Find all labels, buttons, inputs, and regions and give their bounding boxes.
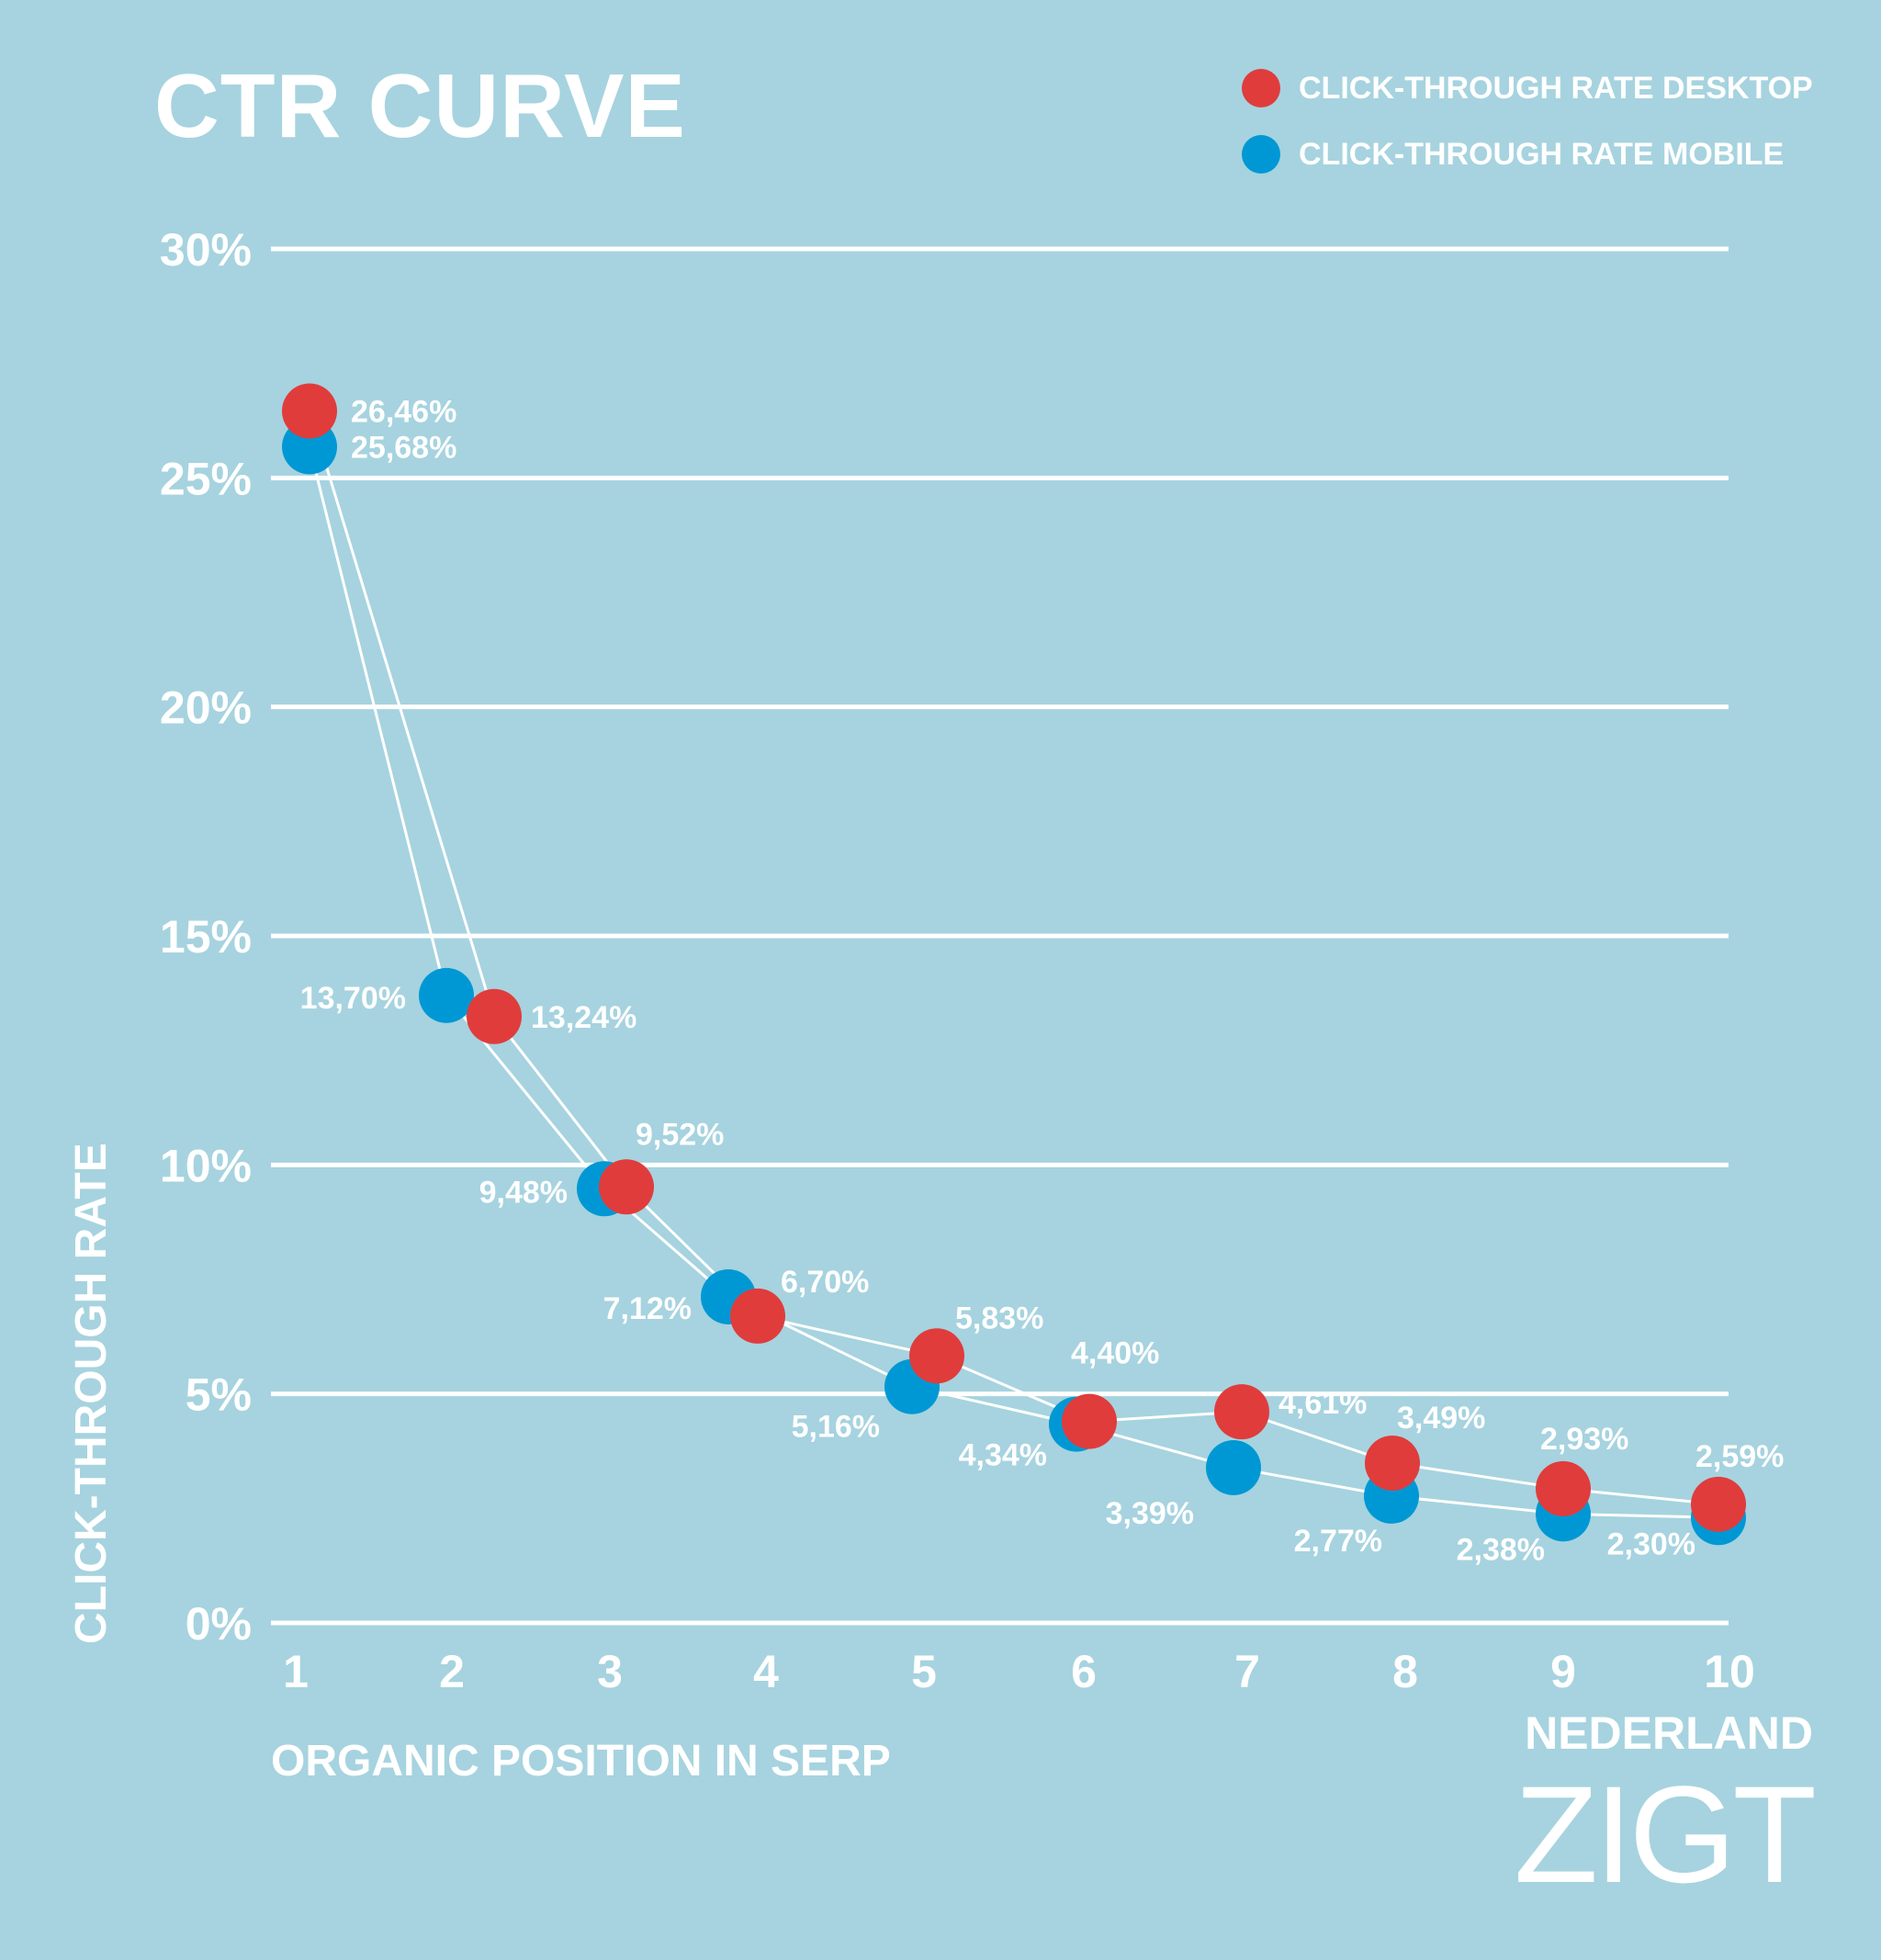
desktop-data-label-4: 6,70% (781, 1265, 869, 1300)
y-tick-label: 5% (186, 1369, 252, 1421)
gridlines (271, 246, 1729, 1626)
desktop-point-4 (730, 1288, 785, 1344)
x-axis-ticks: 1 2 3 4 5 6 7 8 9 10 (283, 1646, 1755, 1697)
x-tick-label: 9 (1550, 1646, 1576, 1697)
series-lines (308, 411, 1719, 1519)
mobile-data-label-6: 4,34% (959, 1438, 1047, 1473)
mobile-data-label-1: 25,68% (351, 430, 456, 465)
x-tick-label: 2 (439, 1646, 465, 1697)
desktop-series-line (308, 411, 1719, 1506)
mobile-point-7 (1206, 1439, 1261, 1495)
desktop-point-1 (282, 383, 337, 439)
legend-mobile-label: CLICK-THROUGH RATE MOBILE (1299, 136, 1785, 172)
desktop-point-6 (1062, 1393, 1117, 1449)
y-tick-label: 0% (186, 1598, 252, 1650)
desktop-data-label-7: 4,61% (1278, 1386, 1367, 1421)
mobile-data-label-7: 3,39% (1106, 1496, 1194, 1531)
desktop-data-label-6: 4,40% (1071, 1336, 1159, 1371)
mobile-data-label-8: 2,77% (1294, 1524, 1382, 1559)
legend-mobile-dot (1242, 135, 1280, 174)
desktop-point-2 (467, 988, 522, 1044)
chart-title: CTR CURVE (154, 55, 686, 156)
mobile-data-label-3: 9,48% (479, 1175, 568, 1210)
desktop-data-label-9: 2,93% (1540, 1422, 1628, 1457)
legend-desktop-dot (1242, 69, 1280, 107)
legend-desktop-label: CLICK-THROUGH RATE DESKTOP (1299, 70, 1813, 106)
x-tick-label: 6 (1071, 1646, 1097, 1697)
desktop-point-8 (1365, 1435, 1420, 1491)
brand-line-1: NEDERLAND (1525, 1707, 1813, 1759)
desktop-data-label-10: 2,59% (1695, 1439, 1784, 1474)
series-points (282, 383, 1746, 1546)
y-axis-label: CLICK-THROUGH RATE (67, 1143, 116, 1644)
x-tick-label: 1 (283, 1646, 309, 1697)
x-tick-label: 3 (597, 1646, 623, 1697)
mobile-point-2 (419, 967, 474, 1023)
desktop-point-7 (1214, 1384, 1269, 1440)
mobile-data-label-5: 5,16% (792, 1410, 880, 1445)
x-tick-label: 5 (911, 1646, 937, 1697)
mobile-data-label-9: 2,38% (1457, 1532, 1545, 1567)
desktop-data-label-2: 13,24% (531, 1000, 636, 1035)
desktop-data-label-1: 26,46% (351, 395, 456, 430)
mobile-data-label-4: 7,12% (603, 1291, 692, 1326)
brand-logo: ZIGT (1514, 1757, 1817, 1911)
desktop-point-10 (1691, 1476, 1746, 1532)
y-tick-label: 30% (160, 224, 252, 276)
x-tick-label: 8 (1392, 1646, 1418, 1697)
legend-item-mobile: CLICK-THROUGH RATE MOBILE (1242, 121, 1813, 187)
desktop-data-label-3: 9,52% (636, 1117, 724, 1152)
legend-item-desktop: CLICK-THROUGH RATE DESKTOP (1242, 55, 1813, 121)
x-tick-label: 7 (1234, 1646, 1260, 1697)
desktop-point-3 (599, 1159, 654, 1215)
x-tick-label: 4 (753, 1646, 779, 1697)
y-tick-label: 25% (160, 453, 252, 504)
y-tick-label: 20% (160, 682, 252, 734)
desktop-point-9 (1536, 1460, 1591, 1516)
mobile-data-label-2: 13,70% (300, 981, 406, 1016)
legend: CLICK-THROUGH RATE DESKTOP CLICK-THROUGH… (1242, 55, 1813, 187)
x-tick-label: 10 (1704, 1646, 1755, 1697)
desktop-data-label-5: 5,83% (955, 1301, 1043, 1335)
data-labels: 26,46% 13,24% 9,52% 6,70% 5,83% 4,40% 4,61% 3,4… (300, 395, 1785, 1568)
y-tick-label: 10% (160, 1140, 252, 1191)
y-axis-ticks: 0% 5% 10% 15% 20% 25% 30% (160, 224, 252, 1650)
mobile-data-label-10: 2,30% (1607, 1526, 1695, 1561)
y-tick-label: 15% (160, 911, 252, 963)
desktop-data-label-8: 3,49% (1397, 1401, 1485, 1436)
mobile-series-line (308, 446, 1719, 1519)
x-axis-label: ORGANIC POSITION IN SERP (271, 1737, 891, 1785)
desktop-point-5 (909, 1328, 964, 1384)
